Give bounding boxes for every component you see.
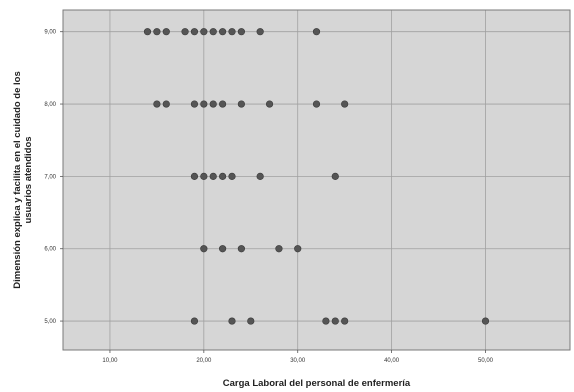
data-point [312,100,321,108]
data-point [219,172,227,180]
y-axis-label-line-2: usuarios atendidos [23,136,34,223]
data-point [237,28,245,36]
x-axis-label: Carga Laboral del personal de enfermería [223,378,411,389]
data-point [481,317,490,325]
data-point [209,28,217,36]
data-point [322,317,330,325]
data-point [190,317,199,325]
data-point [200,172,208,180]
data-point [190,172,199,180]
data-point [143,28,152,36]
data-point [219,245,227,253]
data-point [219,100,227,108]
x-tick-label: 20,00 [196,358,212,364]
x-tick-label: 40,00 [384,358,400,364]
data-point [237,245,245,253]
data-point [200,28,208,36]
x-tick-label: 10,00 [102,358,118,364]
y-axis-ticks: 5,00 6,00 7,00 8,00 9,00 [44,30,63,325]
y-tick-label: 8,00 [44,102,56,108]
data-point [228,172,236,180]
data-point [331,317,339,325]
data-point [219,28,227,36]
data-point [247,317,255,325]
data-point [256,28,264,36]
data-point [200,245,208,253]
data-point [237,100,245,108]
data-point [331,172,339,180]
data-point [228,28,236,36]
plot-frame [62,9,571,351]
data-point [209,100,217,108]
y-axis-label-line-1: Dimensión explica y facilita en el cuida… [12,71,23,289]
data-point [162,28,170,36]
data-point [153,100,161,108]
y-tick-label: 7,00 [44,174,56,180]
data-point [275,245,283,253]
y-tick-label: 6,00 [44,247,56,253]
y-tick-label: 5,00 [44,319,56,325]
data-point [200,100,208,108]
data-point [341,100,349,108]
data-point [153,28,161,36]
data-point [312,28,321,36]
data-point [265,100,274,108]
data-points [143,28,490,325]
x-tick-label: 30,00 [290,358,306,364]
y-tick-label: 9,00 [44,30,56,36]
data-point [294,245,302,253]
data-point [256,172,264,180]
data-point [162,100,170,108]
plot-area [63,10,570,350]
y-axis-label: Dimensión explica y facilita en el cuida… [12,71,34,289]
data-point [341,317,349,325]
data-point [190,100,199,108]
data-point [228,317,236,325]
data-point [190,28,199,36]
x-axis-ticks: 10,00 20,00 30,00 40,00 50,00 [102,350,494,364]
data-point [209,172,217,180]
x-tick-label: 50,00 [478,358,494,364]
data-point [181,28,189,36]
